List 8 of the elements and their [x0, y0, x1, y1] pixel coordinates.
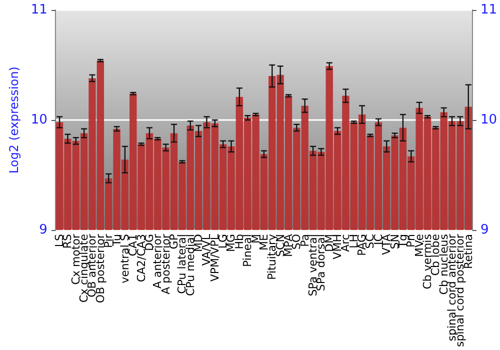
- y2-tick-label: 9: [480, 222, 489, 238]
- y2-tick-label: 11: [480, 2, 498, 18]
- y-tick-label: 9: [39, 222, 48, 238]
- y-axis-title: Log2 (expression): [7, 66, 21, 174]
- y2-tick-label: 10: [480, 112, 498, 128]
- y-tick-label: 11: [30, 2, 48, 18]
- y-tick-label: 10: [30, 112, 48, 128]
- x-tick-label: Pituitary: [266, 234, 279, 280]
